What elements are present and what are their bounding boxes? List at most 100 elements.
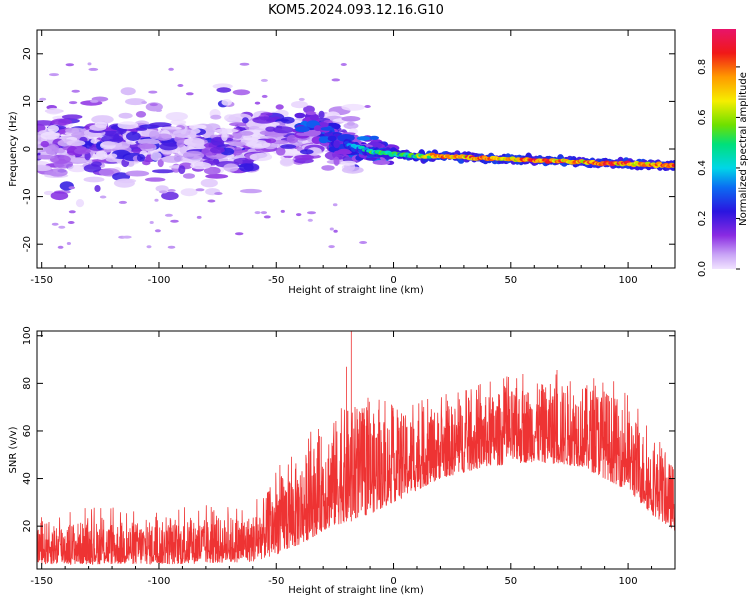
spectral-blob	[152, 169, 175, 174]
spectral-blob	[65, 63, 75, 67]
spectral-blob	[207, 199, 216, 203]
spectral-blob	[332, 203, 338, 207]
spectral-blob	[229, 122, 250, 127]
spectral-blob	[46, 107, 62, 115]
spectral-blob	[161, 191, 179, 201]
colorbar-tick-label: 0.4	[697, 160, 708, 176]
spectral-blob	[232, 147, 243, 156]
spectral-blob	[167, 189, 176, 192]
colorbar-label: Normalized spectral amplitude	[738, 72, 749, 226]
spectral-blob	[327, 135, 337, 142]
spectral-blob	[148, 90, 158, 94]
x-tick-label: -150	[30, 576, 53, 587]
spectral-blob	[254, 101, 261, 105]
snr-frame	[36, 330, 676, 570]
spectral-blob	[67, 164, 88, 173]
spectral-blob	[221, 99, 232, 106]
spectral-blob	[210, 114, 222, 120]
x-tick-label: -150	[30, 275, 53, 286]
spectral-blob	[296, 213, 302, 217]
spectral-blob	[318, 122, 329, 128]
colorbar-tick-label: 0.0	[697, 261, 708, 277]
spectral-blob	[37, 120, 55, 126]
spectral-blob	[146, 245, 152, 249]
x-tick-label: 100	[619, 275, 638, 286]
spectral-blob	[228, 141, 246, 147]
spectral-blob	[295, 126, 310, 133]
spectral-blob	[334, 150, 352, 155]
spectral-blob	[182, 151, 205, 160]
spectral-blob	[216, 87, 232, 93]
spectral-blob	[280, 116, 295, 124]
spectral-blob	[155, 108, 162, 112]
spectral-blob	[168, 67, 174, 71]
spectrogram-y-label: Frequency (Hz)	[8, 111, 19, 187]
spectral-blob	[272, 139, 289, 145]
spectral-blob	[155, 133, 172, 141]
spectral-blob	[37, 164, 51, 170]
spectral-blob	[280, 209, 285, 213]
spectral-blob	[141, 101, 148, 104]
spectrogram-marks	[37, 62, 675, 249]
snr-y-label: SNR (v/v)	[8, 426, 19, 473]
spectral-blob	[150, 151, 162, 161]
spectral-blob	[190, 161, 212, 170]
spectral-blob	[369, 135, 380, 140]
spectral-blob	[135, 127, 148, 131]
snr-panel: -150 -100 -50 0 50 100 20 40 60 80 100 Height of …	[8, 326, 676, 596]
spectral-blob	[99, 195, 107, 199]
spectral-blob	[95, 150, 108, 160]
y-tick-label: -20	[22, 236, 33, 252]
colorbar-tick-label: 0.8	[697, 59, 708, 75]
spectral-blob	[159, 142, 178, 151]
spectral-blob	[74, 147, 91, 155]
spectral-blob	[263, 215, 271, 219]
spectral-blob	[195, 188, 205, 192]
spectral-blob	[155, 185, 169, 192]
spectral-blob	[189, 124, 207, 130]
spectral-blob	[294, 154, 314, 161]
spectral-blob	[87, 62, 92, 66]
y-tick-label: -10	[22, 188, 33, 204]
spectral-blob	[51, 222, 59, 226]
spectral-blob	[298, 97, 305, 101]
spectral-blob	[88, 67, 99, 71]
spectral-blob	[161, 155, 183, 163]
spectral-blob	[265, 126, 276, 132]
spectral-blob	[328, 245, 335, 249]
spectral-blob	[203, 166, 221, 175]
spectral-blob	[164, 213, 173, 217]
y-tick-label: 60	[22, 425, 33, 438]
x-tick-label: 0	[390, 576, 396, 587]
y-tick-label: 20	[22, 47, 33, 60]
spectral-blob	[275, 147, 286, 156]
colorbar-tick-label: 0.2	[697, 211, 708, 227]
snr-x-ticks: -150 -100 -50 0 50 100	[30, 331, 676, 587]
spectral-blob	[223, 163, 239, 172]
spectral-blob	[196, 215, 202, 219]
spectral-blob	[260, 78, 268, 82]
spectral-blob	[318, 136, 329, 144]
spectral-blob	[252, 116, 276, 124]
spectral-blob	[331, 78, 341, 82]
spectral-blob	[239, 62, 250, 66]
spectral-blob	[205, 173, 229, 179]
y-tick-label: 80	[22, 377, 33, 390]
spectral-blob	[242, 117, 249, 124]
spectral-blob	[340, 63, 347, 66]
spectral-blob	[91, 115, 114, 124]
figure-title: KOM5.2024.093.12.16.G10	[268, 3, 444, 18]
spectral-blob	[307, 211, 316, 215]
snr-series-line	[37, 331, 675, 565]
spectral-blob	[75, 199, 85, 208]
spectral-blob	[71, 89, 80, 93]
spectral-blob	[91, 161, 102, 167]
spectral-blob	[180, 188, 198, 197]
spectral-blob	[195, 144, 204, 148]
spectral-blob	[214, 192, 223, 195]
spectral-blob	[44, 171, 57, 176]
y-tick-label: 100	[22, 326, 33, 345]
spectral-blob	[309, 113, 319, 121]
spectral-blob	[337, 134, 355, 142]
